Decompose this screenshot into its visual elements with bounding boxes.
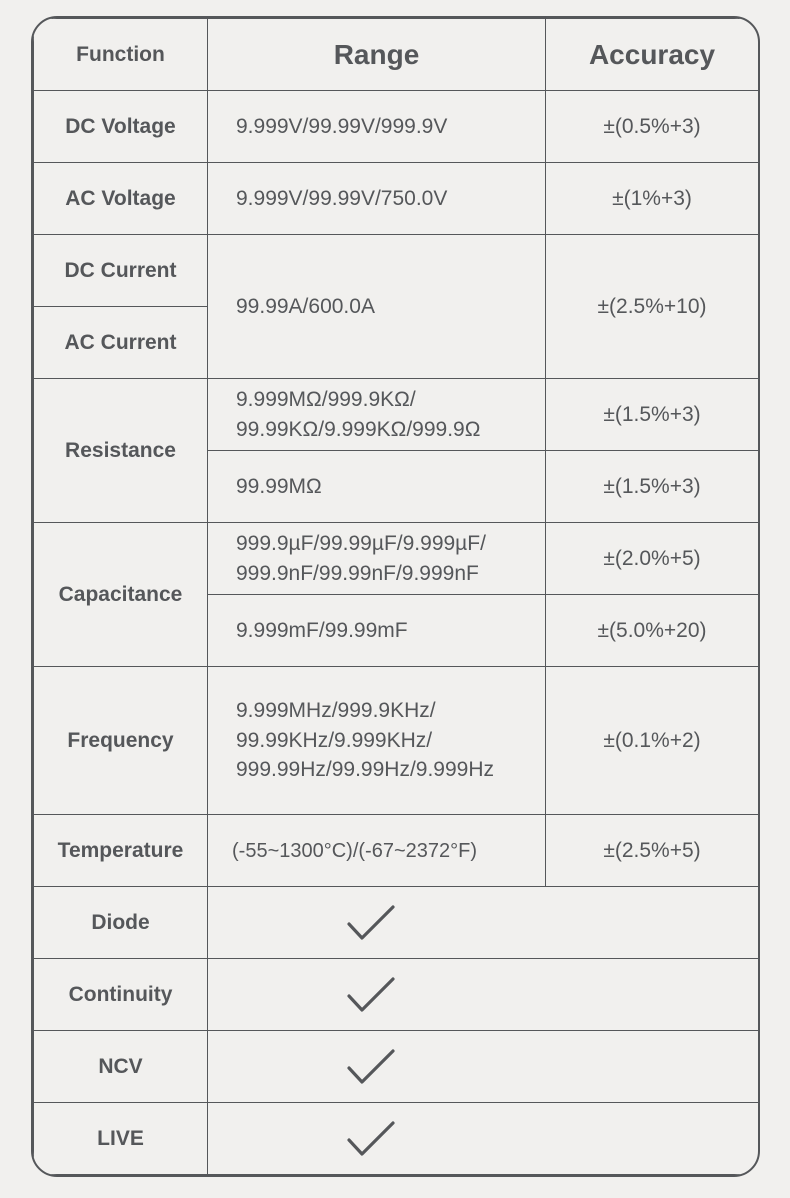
table-row: Resistance 9.999MΩ/999.9KΩ/ 99.99KΩ/9.99… <box>33 378 758 523</box>
check-icon <box>347 904 395 940</box>
range-cell: (-55~1300°C)/(-67~2372°F) <box>207 814 546 887</box>
range-cell: 9.999V/99.99V/750.0V <box>207 162 546 235</box>
table-row: 99.99MΩ ±(1.5%+3) <box>34 450 758 523</box>
function-cell: NCV <box>33 1030 208 1103</box>
accuracy-cell: ±(5.0%+20) <box>545 594 758 667</box>
function-cell: AC Voltage <box>33 162 208 235</box>
accuracy-cell: ±(0.1%+2) <box>545 666 758 815</box>
supported-cell <box>207 958 758 1031</box>
function-cell: DC Current <box>33 234 208 307</box>
range-cell: 99.99MΩ <box>207 450 546 523</box>
range-cell: 9.999MHz/999.9KHz/ 99.99KHz/9.999KHz/ 99… <box>207 666 546 815</box>
accuracy-cell: ±(1.5%+3) <box>545 378 758 451</box>
range-cell: 9.999MΩ/999.9KΩ/ 99.99KΩ/9.999KΩ/999.9Ω <box>207 378 546 451</box>
table-row: Frequency 9.999MHz/999.9KHz/ 99.99KHz/9.… <box>33 666 758 815</box>
function-cell: Diode <box>33 886 208 959</box>
table-row: AC Voltage 9.999V/99.99V/750.0V ±(1%+3) <box>33 162 758 235</box>
header-accuracy: Accuracy <box>545 18 758 91</box>
function-cell: AC Current <box>33 306 208 379</box>
table-row: Temperature (-55~1300°C)/(-67~2372°F) ±(… <box>33 814 758 887</box>
function-cell: Resistance <box>33 378 208 523</box>
table-row: Diode <box>33 886 758 959</box>
function-cell: LIVE <box>33 1102 208 1175</box>
supported-cell <box>207 886 758 959</box>
table-row: AC Current <box>33 306 759 379</box>
range-cell: 9.999mF/99.99mF <box>207 594 546 667</box>
table-row: LIVE <box>33 1102 758 1175</box>
check-icon <box>347 1120 395 1156</box>
range-cell: 99.99A/600.0A <box>207 234 546 379</box>
accuracy-cell: ±(0.5%+3) <box>545 90 758 163</box>
supported-cell <box>207 1102 758 1175</box>
table-row: 9.999mF/99.99mF ±(5.0%+20) <box>34 594 758 667</box>
header-range: Range <box>207 18 546 91</box>
function-cell: Capacitance <box>33 522 208 667</box>
spec-table-card: Function Range Accuracy DC Voltage 9.999… <box>31 16 760 1177</box>
table-row: NCV <box>33 1030 758 1103</box>
function-cell: Temperature <box>33 814 208 887</box>
accuracy-cell: ±(1%+3) <box>545 162 758 235</box>
check-icon <box>347 1048 395 1084</box>
function-cell: DC Voltage <box>33 90 208 163</box>
accuracy-cell: ±(1.5%+3) <box>545 450 758 523</box>
spec-table: Function Range Accuracy DC Voltage 9.999… <box>33 18 759 1175</box>
range-cell: 9.999V/99.99V/999.9V <box>207 90 546 163</box>
table-row: DC Voltage 9.999V/99.99V/999.9V ±(0.5%+3… <box>33 90 758 163</box>
range-cell: 999.9µF/99.99µF/9.999µF/ 999.9nF/99.99nF… <box>207 522 546 595</box>
function-cell: Frequency <box>33 666 208 815</box>
accuracy-cell: ±(2.0%+5) <box>545 522 758 595</box>
supported-cell <box>207 1030 758 1103</box>
table-row: Capacitance 999.9µF/99.99µF/9.999µF/ 999… <box>33 522 758 667</box>
header-row: Function Range Accuracy <box>33 18 758 91</box>
table-row: Continuity <box>33 958 758 1031</box>
header-function: Function <box>33 18 208 91</box>
check-icon <box>347 976 395 1012</box>
accuracy-cell: ±(2.5%+10) <box>545 234 758 379</box>
accuracy-cell: ±(2.5%+5) <box>545 814 758 887</box>
function-cell: Continuity <box>33 958 208 1031</box>
table-row: DC Current 99.99A/600.0A ±(2.5%+10) <box>33 234 758 379</box>
